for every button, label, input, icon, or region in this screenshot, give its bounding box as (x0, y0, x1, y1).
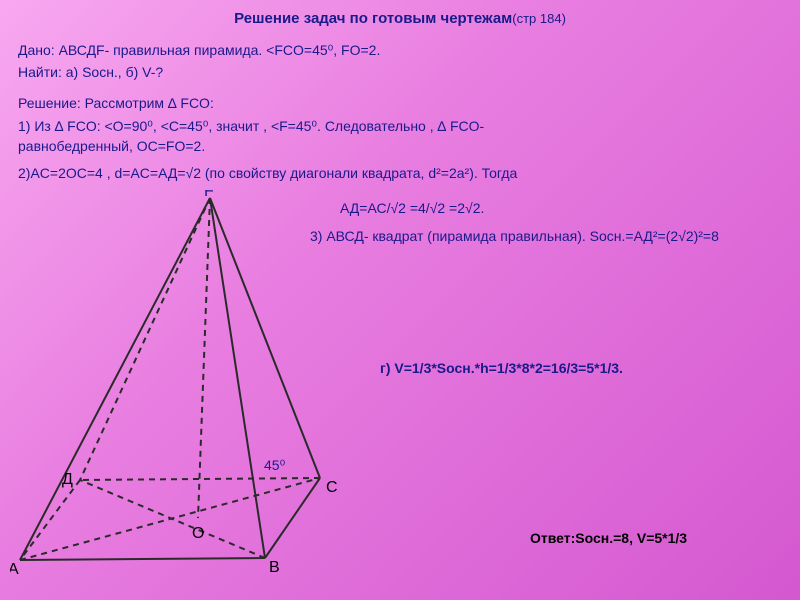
step1-line-a: 1) Из ∆ FCO: <O=90⁰, <C=45⁰, значит , <F… (18, 118, 484, 135)
svg-text:O: O (192, 525, 204, 542)
svg-text:F: F (204, 190, 214, 200)
pyramid-svg: F А В С Д O 45⁰ (10, 190, 410, 590)
slide-root: Решение задач по готовым чертежам(стр 18… (0, 0, 800, 600)
title-main: Решение задач по готовым чертежам (234, 10, 512, 27)
title-chapter: (стр 184) (512, 11, 566, 26)
given-text: Дано: АВСДF- правильная пирамида. <FCO=4… (18, 42, 380, 59)
solution-header: Решение: Рассмотрим ∆ FCO: (18, 95, 214, 111)
svg-text:С: С (326, 479, 338, 496)
svg-text:А: А (10, 561, 19, 578)
svg-text:В: В (269, 559, 280, 576)
slide-title: Решение задач по готовым чертежам(стр 18… (0, 10, 800, 27)
pyramid-diagram: F А В С Д O 45⁰ (10, 190, 410, 590)
step2-line: 2)AC=2OC=4 , d=AC=АД=√2 (по свойству диа… (18, 165, 517, 181)
find-text: Найти: а) Sосн., б) V-? (18, 64, 163, 80)
svg-text:Д: Д (62, 471, 73, 488)
answer-text: Ответ:Sосн.=8, V=5*1/3 (530, 530, 687, 546)
svg-text:45⁰: 45⁰ (264, 457, 286, 473)
step1-line-b: равнобедренный, OC=FO=2. (18, 138, 205, 154)
equation-volume: г) V=1/3*Sосн.*h=1/3*8*2=16/3=5*1/3. (380, 360, 623, 376)
